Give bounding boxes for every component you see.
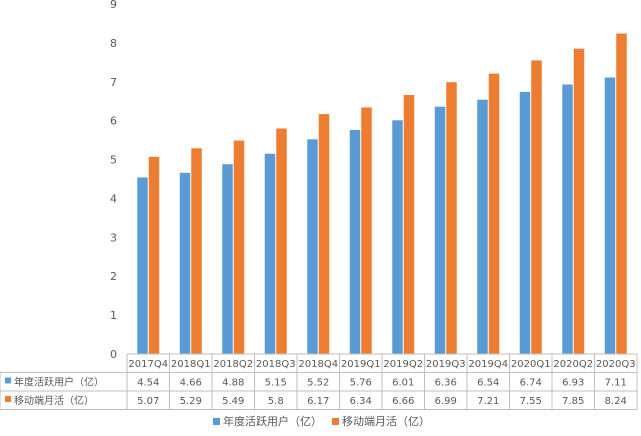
- table-row-label: 年度活跃用户（亿）: [14, 376, 104, 389]
- table-legend-key: [5, 396, 11, 402]
- bar-mobile-mau: [573, 48, 585, 354]
- bar-annual-active: [179, 172, 191, 354]
- x-tick-label: 2017Q4: [128, 359, 168, 370]
- x-tick-label: 2018Q2: [213, 359, 253, 370]
- legend-swatch: [213, 418, 220, 425]
- bar-mobile-mau: [531, 60, 542, 355]
- data-label: 6.74: [520, 378, 542, 389]
- data-label: 6.93: [562, 378, 584, 389]
- data-label: 5.49: [222, 396, 244, 407]
- legend-swatch: [332, 418, 339, 425]
- data-label: 4.88: [222, 378, 244, 389]
- bar-mobile-mau: [361, 107, 372, 354]
- x-tick-label: 2020Q3: [596, 359, 636, 370]
- legend-label: 移动端月活（亿）: [342, 415, 430, 428]
- data-label: 7.55: [520, 396, 542, 407]
- data-label: 6.36: [435, 378, 457, 389]
- y-tick-label: 1: [110, 309, 117, 322]
- table-legend-key: [5, 377, 11, 384]
- x-tick-label: 2018Q3: [256, 359, 296, 370]
- legend-label: 年度活跃用户（亿）: [223, 414, 322, 428]
- data-label: 5.29: [180, 396, 202, 407]
- x-tick-label: 2019Q4: [468, 359, 508, 370]
- bar-mobile-mau: [403, 95, 415, 354]
- data-label: 7.21: [477, 396, 499, 407]
- bar-annual-active: [264, 153, 276, 354]
- data-label: 4.66: [180, 378, 202, 389]
- y-tick-label: 2: [110, 270, 117, 283]
- bars: [137, 33, 627, 355]
- data-label: 8.24: [605, 396, 627, 407]
- bar-mobile-mau: [318, 114, 330, 354]
- legend: 年度活跃用户（亿） 移动端月活（亿）: [213, 414, 430, 428]
- bar-annual-active: [137, 177, 148, 354]
- x-tick-label: 2018Q4: [298, 359, 338, 370]
- data-label: 6.34: [350, 396, 372, 407]
- bar-mobile-mau: [488, 73, 500, 354]
- x-tick-label: 2020Q1: [511, 359, 551, 370]
- data-label: 6.01: [392, 378, 414, 389]
- x-tick-label: 2020Q2: [553, 359, 593, 370]
- bar-annual-active: [392, 120, 403, 355]
- x-tick-label: 2018Q1: [171, 359, 211, 370]
- data-label: 6.66: [392, 396, 414, 407]
- bar-annual-active: [604, 77, 616, 354]
- y-tick-label: 5: [110, 154, 117, 167]
- bar-annual-active: [434, 106, 446, 355]
- y-tick-label: 7: [110, 76, 117, 89]
- bar-annual-active: [349, 130, 361, 354]
- data-label: 5.76: [350, 378, 372, 389]
- bar-annual-active: [222, 164, 233, 354]
- bar-annual-active: [562, 84, 573, 354]
- data-label: 5.8: [268, 396, 284, 407]
- x-tick-label: 2019Q2: [383, 359, 423, 370]
- y-tick-label: 8: [110, 37, 117, 50]
- bar-mobile-mau: [276, 128, 287, 354]
- data-label: 4.54: [137, 378, 159, 389]
- y-tick-label: 0: [110, 348, 117, 361]
- data-label: 5.07: [137, 396, 159, 407]
- data-label: 5.52: [307, 378, 329, 389]
- y-tick-label: 3: [110, 231, 117, 244]
- data-label: 7.11: [605, 378, 627, 389]
- bar-annual-active: [307, 139, 318, 354]
- data-label: 5.15: [265, 378, 287, 389]
- x-tick-label: 2019Q3: [426, 359, 466, 370]
- data-table: 2017Q4 2018Q1 2018Q2 2018Q3 2018Q4 2019Q1 2019…: [0, 353, 638, 410]
- bar-mobile-mau: [148, 156, 160, 354]
- y-tick-label: 6: [110, 115, 117, 128]
- bar-mobile-mau: [233, 140, 245, 354]
- bar-mobile-mau: [616, 33, 627, 355]
- bar-mobile-mau: [191, 148, 202, 354]
- data-label: 7.85: [562, 396, 584, 407]
- x-tick-label: 2019Q1: [341, 359, 381, 370]
- table-row-label: 移动端月活（亿）: [14, 394, 94, 407]
- bar-annual-active: [477, 99, 488, 355]
- bar-annual-active: [519, 91, 531, 354]
- data-label: 6.54: [477, 378, 499, 389]
- y-tick-label: 9: [110, 0, 117, 11]
- y-tick-label: 4: [110, 192, 117, 205]
- bar-mobile-mau: [446, 82, 457, 355]
- data-label: 6.17: [307, 396, 329, 407]
- data-label: 6.99: [435, 396, 457, 407]
